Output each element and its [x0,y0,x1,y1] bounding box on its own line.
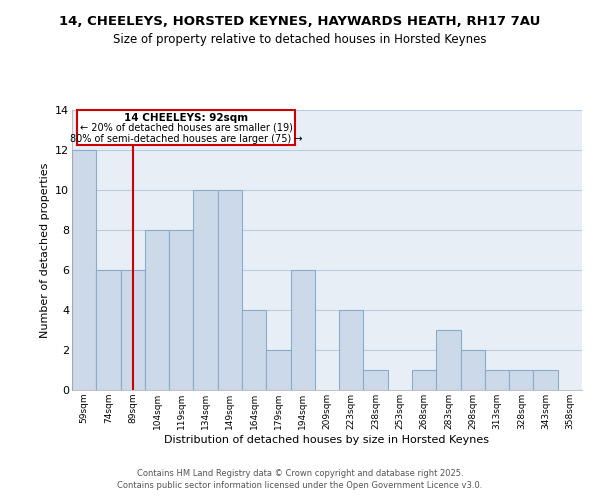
X-axis label: Distribution of detached houses by size in Horsted Keynes: Distribution of detached houses by size … [164,434,490,444]
Bar [96,270,121,390]
Bar [266,350,290,390]
Bar [339,310,364,390]
Bar [364,370,388,390]
Text: Contains public sector information licensed under the Open Government Licence v3: Contains public sector information licen… [118,481,482,490]
Bar [436,330,461,390]
Y-axis label: Number of detached properties: Number of detached properties [40,162,50,338]
Text: Contains HM Land Registry data © Crown copyright and database right 2025.: Contains HM Land Registry data © Crown c… [137,468,463,477]
Bar [218,190,242,390]
Text: Size of property relative to detached houses in Horsted Keynes: Size of property relative to detached ho… [113,32,487,46]
Bar [193,190,218,390]
Bar [509,370,533,390]
Bar [461,350,485,390]
Bar [290,270,315,390]
Text: 14 CHEELEYS: 92sqm: 14 CHEELEYS: 92sqm [124,113,248,123]
Bar [72,150,96,390]
Bar [121,270,145,390]
FancyBboxPatch shape [77,110,295,145]
Bar [485,370,509,390]
Bar [533,370,558,390]
Text: 14, CHEELEYS, HORSTED KEYNES, HAYWARDS HEATH, RH17 7AU: 14, CHEELEYS, HORSTED KEYNES, HAYWARDS H… [59,15,541,28]
Text: ← 20% of detached houses are smaller (19): ← 20% of detached houses are smaller (19… [80,123,293,133]
Bar [169,230,193,390]
Bar [242,310,266,390]
Bar [145,230,169,390]
Bar [412,370,436,390]
Text: 80% of semi-detached houses are larger (75) →: 80% of semi-detached houses are larger (… [70,134,302,144]
